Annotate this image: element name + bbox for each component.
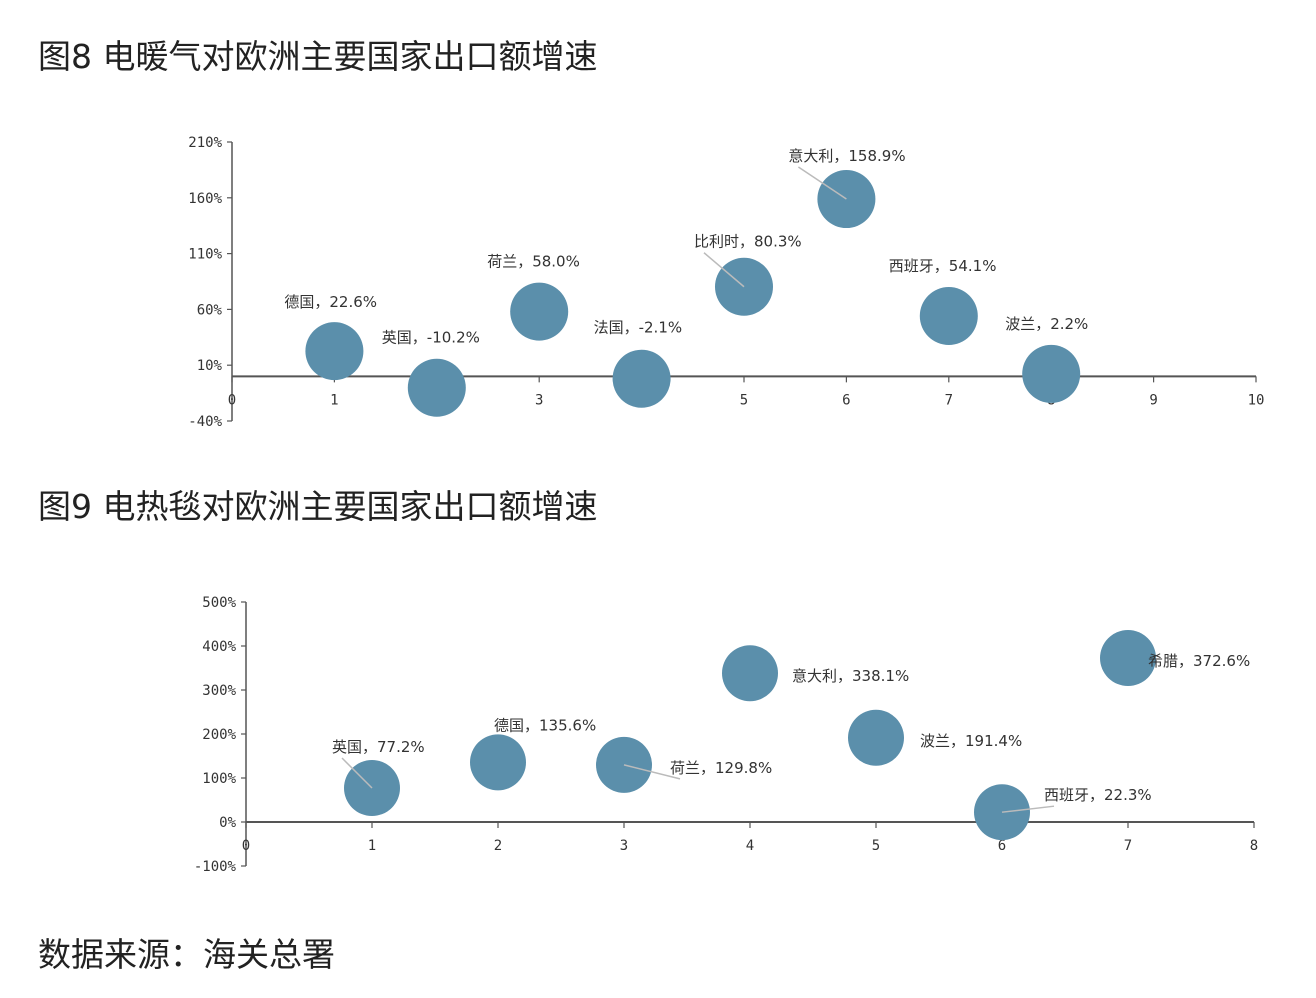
y-tick-label: 400% — [202, 639, 236, 655]
data-label: 英国，77.2% — [332, 738, 425, 756]
chart-figure-8: 210%160%110%60%10%-40%012345678910德国，22.… — [188, 135, 1265, 430]
y-tick-label: 60% — [197, 302, 223, 318]
data-point — [919, 286, 978, 345]
y-tick-label: 160% — [188, 191, 222, 207]
data-point — [305, 322, 364, 381]
data-label-leader — [797, 166, 847, 200]
x-tick-label: 7 — [1124, 838, 1132, 854]
data-source-note: 数据来源：海关总署 — [38, 935, 335, 974]
data-label: 西班牙，54.1% — [889, 257, 997, 275]
data-point — [1100, 630, 1156, 687]
x-tick-label: 4 — [746, 838, 754, 854]
data-point — [722, 645, 778, 702]
y-tick-label: 200% — [202, 727, 236, 743]
data-point — [1022, 344, 1081, 403]
x-tick-label: 5 — [740, 392, 748, 408]
x-tick-label: 10 — [1248, 392, 1265, 408]
data-label: 荷兰，129.8% — [670, 759, 772, 777]
x-tick-label: 3 — [620, 838, 628, 854]
y-tick-label: 500% — [202, 595, 236, 611]
y-tick-label: 300% — [202, 683, 236, 699]
data-label-leader — [703, 252, 745, 288]
data-label-leader — [1001, 805, 1055, 813]
figure-9-title: 图9 电热毯对欧洲主要国家出口额增速 — [38, 487, 598, 526]
x-tick-label: 6 — [998, 838, 1006, 854]
x-tick-label: 0 — [242, 838, 250, 854]
data-point — [470, 734, 526, 791]
x-tick-label: 5 — [872, 838, 880, 854]
data-label: 英国，-10.2% — [382, 329, 480, 347]
x-tick-label: 2 — [494, 838, 502, 854]
x-tick-label: 1 — [330, 392, 338, 408]
data-label: 波兰，191.4% — [920, 732, 1022, 750]
data-label: 希腊，372.6% — [1148, 652, 1250, 670]
data-label-leader — [623, 764, 681, 780]
data-label: 德国，135.6% — [494, 716, 596, 734]
y-tick-label: -100% — [194, 859, 237, 875]
y-tick-label: 0% — [219, 815, 236, 831]
y-tick-label: 10% — [197, 358, 223, 374]
x-tick-label: 9 — [1149, 392, 1157, 408]
x-tick-label: 8 — [1250, 838, 1258, 854]
chart-figure-9: 500% 400% 300% 200% 100% 0% -100% 0 1 2 3 4 5 6 7 8 英国，7… — [194, 595, 1258, 875]
data-label-leader — [341, 757, 373, 789]
data-label: 意大利，338.1% — [792, 667, 909, 685]
figure-8-title: 图8 电暖气对欧洲主要国家出口额增速 — [38, 37, 598, 76]
x-tick-label: 3 — [535, 392, 543, 408]
data-point — [510, 282, 569, 341]
y-tick-label: 100% — [202, 771, 236, 787]
data-point — [612, 349, 671, 408]
data-point — [407, 358, 466, 417]
data-label: 比利时，80.3% — [694, 233, 802, 251]
data-label: 西班牙，22.3% — [1044, 786, 1152, 804]
data-label: 意大利，158.9% — [788, 147, 905, 165]
x-tick-label: 1 — [368, 838, 376, 854]
x-tick-label: 0 — [228, 392, 236, 408]
data-label: 荷兰，58.0% — [487, 253, 580, 271]
x-tick-label: 7 — [945, 392, 953, 408]
data-label: 法国，-2.1% — [594, 319, 683, 337]
y-tick-label: -40% — [188, 414, 222, 430]
data-point — [848, 709, 904, 766]
data-label: 德国，22.6% — [284, 293, 377, 311]
y-tick-label: 210% — [188, 135, 222, 151]
x-tick-label: 6 — [842, 392, 850, 408]
y-tick-label: 110% — [188, 247, 222, 263]
data-label: 波兰，2.2% — [1005, 315, 1088, 333]
